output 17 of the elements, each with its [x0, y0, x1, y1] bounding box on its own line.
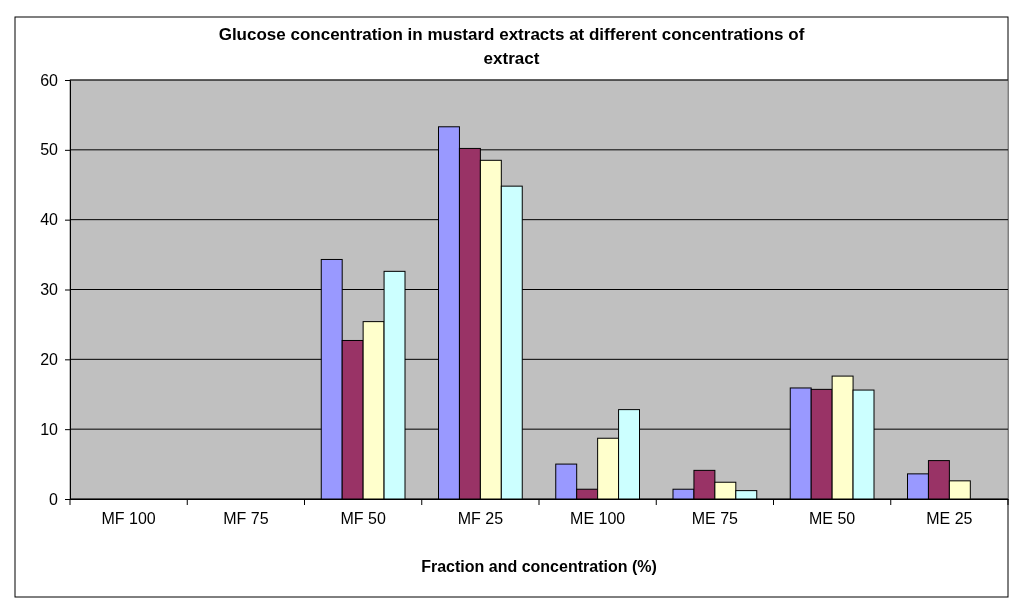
x-tick-label: ME 75 [691, 510, 739, 527]
x-tick-label: ME 50 [809, 510, 856, 527]
y-tick-label: 10 [40, 420, 59, 438]
x-tick-label: MF 100 [101, 510, 156, 527]
chart-title: Glucose concentration in mustard extracts at different concentrations of extract [218, 25, 805, 68]
x-tick-label: MF 50 [340, 510, 386, 527]
y-tick-label: 20 [40, 350, 59, 368]
x-tick-label: MF 75 [223, 510, 269, 527]
y-tick-label: 0 [49, 490, 59, 508]
x-tick-label: ME 25 [926, 510, 973, 527]
x-tick-label: ME 100 [570, 510, 626, 527]
x-tick-label: MF 25 [457, 510, 504, 527]
y-tick-label: 50 [40, 141, 59, 159]
x-axis-title: Fraction and concentration (%) [421, 558, 657, 575]
y-tick-label: 30 [40, 281, 59, 299]
y-tick-label: 40 [40, 211, 59, 229]
y-tick-label: 60 [40, 71, 59, 89]
